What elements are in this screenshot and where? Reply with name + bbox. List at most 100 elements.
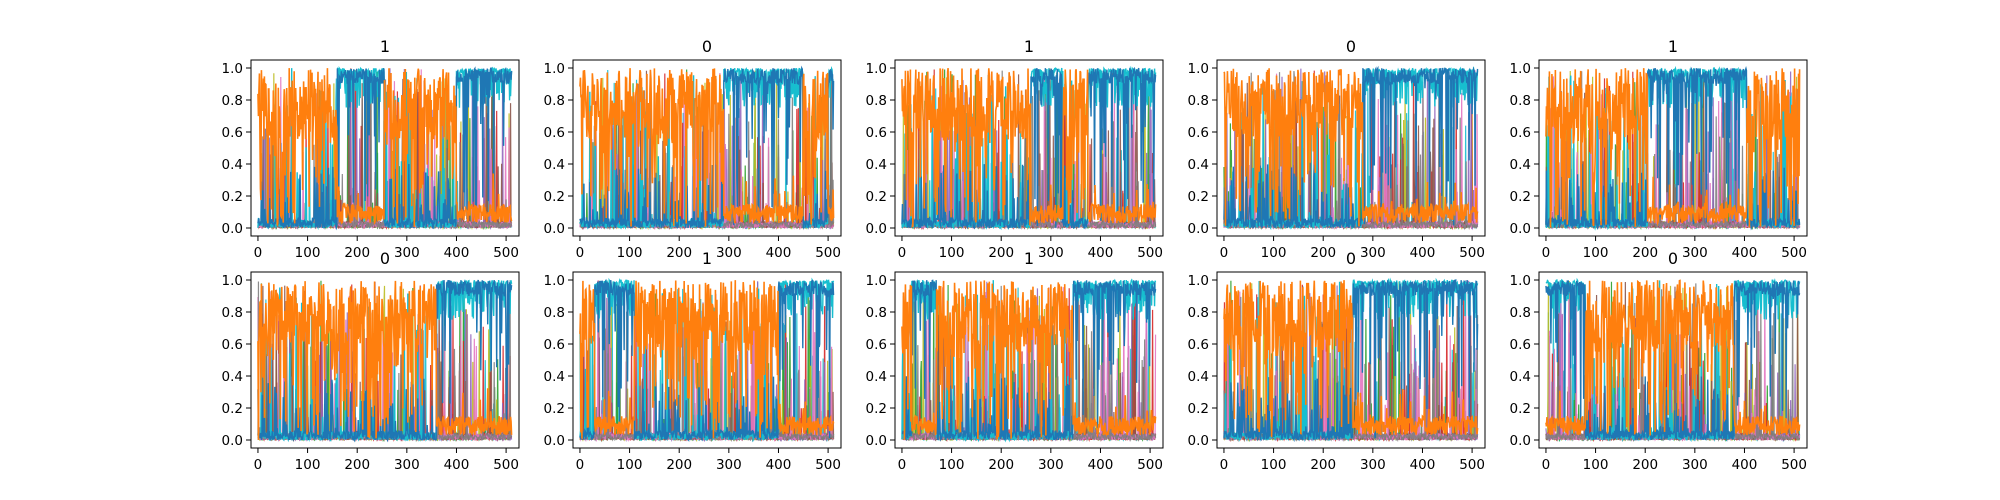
- x-tick-label: 100: [1261, 457, 1287, 473]
- y-tick-label: 0.0: [1510, 221, 1531, 237]
- x-tick-label: 200: [666, 457, 692, 473]
- plot-area: [579, 65, 835, 231]
- y-tick-label: 0.2: [544, 401, 565, 417]
- subplot-title: 1: [1024, 249, 1034, 268]
- y-tick-label: 0.2: [222, 401, 243, 417]
- x-tick-label: 0: [576, 245, 585, 261]
- x-tick-label: 400: [766, 245, 792, 261]
- x-tick-label: 300: [716, 245, 742, 261]
- x-tick-label: 200: [1632, 457, 1658, 473]
- x-tick-label: 400: [1732, 245, 1758, 261]
- x-tick-label: 100: [1261, 245, 1287, 261]
- y-tick-label: 0.8: [222, 305, 243, 321]
- y-tick-label: 0.0: [544, 433, 565, 449]
- x-tick-label: 400: [1088, 457, 1114, 473]
- y-tick-label: 0.2: [222, 189, 243, 205]
- x-tick-label: 300: [394, 457, 420, 473]
- series-orange-line: [1223, 68, 1479, 227]
- y-tick-label: 0.8: [866, 93, 887, 109]
- x-tick-label: 100: [295, 245, 321, 261]
- plot-area: [1545, 65, 1801, 231]
- y-tick-label: 0.4: [1510, 369, 1531, 385]
- y-tick-label: 0.4: [1188, 369, 1209, 385]
- y-tick-label: 0.8: [1510, 93, 1531, 109]
- x-tick-label: 400: [444, 457, 470, 473]
- y-tick-label: 0.8: [866, 305, 887, 321]
- y-tick-label: 0.8: [222, 93, 243, 109]
- y-tick-label: 0.6: [222, 337, 243, 353]
- y-tick-label: 0.0: [866, 221, 887, 237]
- y-tick-label: 0.2: [1510, 401, 1531, 417]
- x-tick-label: 400: [1410, 457, 1436, 473]
- x-tick-label: 500: [815, 457, 841, 473]
- series-blue-line: [579, 65, 835, 230]
- x-tick-label: 300: [1038, 457, 1064, 473]
- axes-frame: [1538, 271, 1808, 449]
- x-tick-label: 100: [1583, 457, 1609, 473]
- series-blue-line: [257, 279, 513, 443]
- y-tick-label: 0.8: [1188, 305, 1209, 321]
- y-tick-label: 1.0: [222, 273, 243, 289]
- y-tick-label: 0.4: [222, 157, 243, 173]
- y-tick-label: 0.0: [222, 433, 243, 449]
- y-tick-label: 0.6: [544, 337, 565, 353]
- y-tick-label: 0.2: [1510, 189, 1531, 205]
- y-tick-label: 0.4: [222, 369, 243, 385]
- y-tick-label: 0.4: [866, 157, 887, 173]
- y-tick-label: 1.0: [222, 61, 243, 77]
- x-tick-label: 300: [1682, 457, 1708, 473]
- y-tick-label: 0.6: [866, 337, 887, 353]
- x-tick-label: 300: [1682, 245, 1708, 261]
- x-tick-label: 400: [444, 245, 470, 261]
- y-tick-label: 1.0: [1510, 273, 1531, 289]
- plot-area: [1223, 65, 1479, 231]
- x-tick-label: 200: [344, 457, 370, 473]
- x-tick-label: 0: [576, 457, 585, 473]
- x-tick-label: 0: [1220, 245, 1229, 261]
- x-tick-label: 400: [1732, 457, 1758, 473]
- y-tick-label: 0.0: [1188, 221, 1209, 237]
- axes-frame: [894, 271, 1164, 449]
- subplot-10: 0 100 200 300 400 500 0.0 0.2 0.4 0.6 0.8 1.0 0: [1510, 249, 1808, 473]
- x-tick-label: 400: [766, 457, 792, 473]
- x-tick-label: 0: [1220, 457, 1229, 473]
- y-tick-label: 0.2: [866, 401, 887, 417]
- axes-frame: [894, 59, 1164, 237]
- x-tick-label: 0: [898, 457, 907, 473]
- y-tick-label: 1.0: [1188, 273, 1209, 289]
- plot-area: [579, 277, 835, 443]
- subplot-9: 0 100 200 300 400 500 0.0 0.2 0.4 0.6 0.8 1.0 0: [1188, 249, 1486, 473]
- series-orange-line: [579, 68, 835, 227]
- subplot-title: 0: [1668, 249, 1678, 268]
- axes-frame: [1216, 59, 1486, 237]
- x-tick-label: 0: [1542, 457, 1551, 473]
- series-orange-line: [901, 68, 1157, 228]
- subplot-7: 0 100 200 300 400 500 0.0 0.2 0.4 0.6 0.8 1.0 1: [544, 249, 842, 473]
- y-tick-label: 0.8: [1510, 305, 1531, 321]
- y-tick-label: 0.4: [544, 369, 565, 385]
- series-blue-line: [579, 278, 835, 443]
- plot-area: [901, 278, 1157, 443]
- x-tick-label: 400: [1410, 245, 1436, 261]
- x-tick-label: 0: [254, 457, 263, 473]
- series-orange-line: [257, 68, 513, 227]
- x-tick-label: 200: [344, 245, 370, 261]
- subplot-5: 0 100 200 300 400 500 0.0 0.2 0.4 0.6 0.8 1.0 1: [1510, 37, 1808, 261]
- subplot-2: 0 100 200 300 400 500 0.0 0.2 0.4 0.6 0.8 1.0 0: [544, 37, 842, 261]
- y-tick-label: 0.4: [866, 369, 887, 385]
- x-tick-label: 500: [1781, 457, 1807, 473]
- series-orange-line: [257, 280, 513, 440]
- y-tick-label: 1.0: [866, 61, 887, 77]
- y-tick-label: 0.6: [544, 125, 565, 141]
- y-tick-label: 1.0: [866, 273, 887, 289]
- x-tick-label: 500: [815, 245, 841, 261]
- x-tick-label: 100: [939, 245, 965, 261]
- subplot-6: 0 100 200 300 400 500 0.0 0.2 0.4 0.6 0.8 1.0 0: [222, 249, 520, 473]
- x-tick-label: 300: [1360, 245, 1386, 261]
- axes-frame: [1538, 59, 1808, 237]
- y-tick-label: 0.0: [866, 433, 887, 449]
- subplot-title: 0: [702, 37, 712, 56]
- x-tick-label: 300: [394, 245, 420, 261]
- plot-area: [901, 65, 1157, 231]
- x-tick-label: 500: [493, 457, 519, 473]
